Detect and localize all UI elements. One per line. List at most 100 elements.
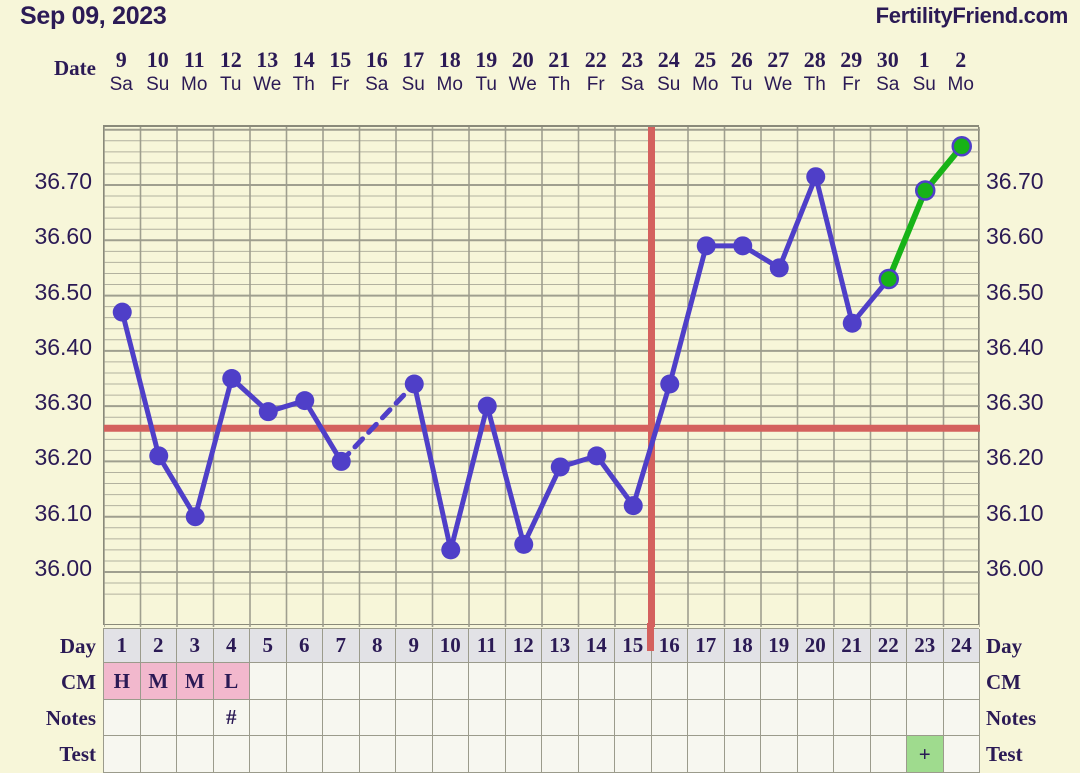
test-result-cell[interactable]: [761, 736, 798, 773]
notes-cell[interactable]: [651, 700, 688, 736]
temperature-point[interactable]: [477, 396, 497, 416]
temperature-point[interactable]: [915, 180, 936, 201]
cycle-day-cell[interactable]: 21: [834, 629, 871, 663]
cycle-day-cell[interactable]: 10: [432, 629, 469, 663]
cervical-mucus-cell[interactable]: [761, 663, 798, 700]
notes-cell[interactable]: [688, 700, 725, 736]
temperature-point[interactable]: [222, 369, 242, 388]
test-result-cell[interactable]: [797, 736, 834, 773]
temperature-point[interactable]: [696, 236, 716, 256]
notes-cell[interactable]: [870, 700, 907, 736]
test-result-cell[interactable]: [870, 736, 907, 773]
cervical-mucus-cell[interactable]: [724, 663, 761, 700]
notes-cell[interactable]: [104, 700, 141, 736]
cervical-mucus-cell[interactable]: L: [213, 663, 250, 700]
cervical-mucus-cell[interactable]: [396, 663, 433, 700]
notes-cell[interactable]: [323, 700, 360, 736]
cycle-day-cell[interactable]: 6: [286, 629, 323, 663]
cervical-mucus-cell[interactable]: [578, 663, 615, 700]
cycle-day-cell[interactable]: 14: [578, 629, 615, 663]
notes-cell[interactable]: [943, 700, 980, 736]
test-result-cell[interactable]: [615, 736, 652, 773]
test-result-cell[interactable]: [140, 736, 177, 773]
cycle-day-cell[interactable]: 24: [943, 629, 980, 663]
cervical-mucus-cell[interactable]: [943, 663, 980, 700]
cycle-day-cell[interactable]: 16: [651, 629, 688, 663]
cycle-day-cell[interactable]: 7: [323, 629, 360, 663]
temperature-point[interactable]: [441, 540, 461, 560]
notes-cell[interactable]: [505, 700, 542, 736]
notes-cell[interactable]: [834, 700, 871, 736]
cervical-mucus-cell[interactable]: [359, 663, 396, 700]
cycle-day-cell[interactable]: 20: [797, 629, 834, 663]
cervical-mucus-cell[interactable]: [797, 663, 834, 700]
cervical-mucus-cell[interactable]: [651, 663, 688, 700]
cervical-mucus-cell[interactable]: [286, 663, 323, 700]
cervical-mucus-cell[interactable]: [323, 663, 360, 700]
temperature-point[interactable]: [331, 451, 351, 471]
cycle-day-cell[interactable]: 22: [870, 629, 907, 663]
notes-cell[interactable]: [469, 700, 506, 736]
cycle-day-cell[interactable]: 12: [505, 629, 542, 663]
cervical-mucus-cell[interactable]: M: [177, 663, 214, 700]
cycle-day-cell[interactable]: 15: [615, 629, 652, 663]
temperature-point[interactable]: [769, 258, 789, 278]
notes-cell[interactable]: [396, 700, 433, 736]
temperature-point[interactable]: [623, 496, 643, 516]
test-result-cell[interactable]: [286, 736, 323, 773]
cervical-mucus-cell[interactable]: [907, 663, 944, 700]
cycle-day-cell[interactable]: 4: [213, 629, 250, 663]
cycle-day-cell[interactable]: 5: [250, 629, 287, 663]
cervical-mucus-cell[interactable]: [469, 663, 506, 700]
temperature-point[interactable]: [878, 268, 899, 290]
test-result-cell[interactable]: [542, 736, 579, 773]
notes-cell[interactable]: #: [213, 700, 250, 736]
temperature-point[interactable]: [660, 374, 680, 394]
notes-cell[interactable]: [250, 700, 287, 736]
notes-cell[interactable]: [578, 700, 615, 736]
notes-cell[interactable]: [542, 700, 579, 736]
temperature-point[interactable]: [295, 391, 315, 411]
cervical-mucus-cell[interactable]: [834, 663, 871, 700]
cycle-day-cell[interactable]: 11: [469, 629, 506, 663]
temperature-point[interactable]: [806, 167, 826, 187]
cycle-day-cell[interactable]: 3: [177, 629, 214, 663]
notes-cell[interactable]: [359, 700, 396, 736]
test-result-cell[interactable]: +: [907, 736, 944, 773]
temperature-point[interactable]: [112, 302, 132, 322]
cycle-day-cell[interactable]: 17: [688, 629, 725, 663]
cycle-day-cell[interactable]: 13: [542, 629, 579, 663]
notes-cell[interactable]: [432, 700, 469, 736]
cervical-mucus-cell[interactable]: H: [104, 663, 141, 700]
notes-cell[interactable]: [177, 700, 214, 736]
test-result-cell[interactable]: [469, 736, 506, 773]
notes-cell[interactable]: [615, 700, 652, 736]
cervical-mucus-cell[interactable]: [432, 663, 469, 700]
temperature-point[interactable]: [258, 402, 278, 422]
temperature-point[interactable]: [733, 236, 753, 256]
temperature-point[interactable]: [404, 374, 424, 394]
cycle-day-cell[interactable]: 23: [907, 629, 944, 663]
cycle-day-cell[interactable]: 18: [724, 629, 761, 663]
notes-cell[interactable]: [140, 700, 177, 736]
cervical-mucus-cell[interactable]: [505, 663, 542, 700]
notes-cell[interactable]: [907, 700, 944, 736]
notes-cell[interactable]: [286, 700, 323, 736]
test-result-cell[interactable]: [505, 736, 542, 773]
temperature-point[interactable]: [550, 457, 570, 477]
cervical-mucus-cell[interactable]: [870, 663, 907, 700]
cycle-day-cell[interactable]: 1: [104, 629, 141, 663]
test-result-cell[interactable]: [396, 736, 433, 773]
cervical-mucus-cell[interactable]: M: [140, 663, 177, 700]
temperature-point[interactable]: [587, 446, 607, 466]
notes-cell[interactable]: [724, 700, 761, 736]
temperature-point[interactable]: [514, 534, 534, 554]
temperature-point[interactable]: [951, 136, 972, 157]
test-result-cell[interactable]: [323, 736, 360, 773]
notes-cell[interactable]: [761, 700, 798, 736]
temperature-point[interactable]: [842, 313, 862, 333]
temperature-point[interactable]: [185, 507, 205, 527]
notes-cell[interactable]: [797, 700, 834, 736]
test-result-cell[interactable]: [104, 736, 141, 773]
cervical-mucus-cell[interactable]: [250, 663, 287, 700]
